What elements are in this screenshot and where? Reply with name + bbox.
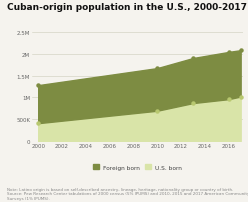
Text: Note: Latino origin is based on self-described ancestry, lineage, heritage, nati: Note: Latino origin is based on self-des… — [7, 187, 248, 200]
Legend: Foreign born, U.S. born: Foreign born, U.S. born — [93, 165, 182, 170]
Text: Cuban-origin population in the U.S., 2000-2017: Cuban-origin population in the U.S., 200… — [7, 3, 248, 12]
